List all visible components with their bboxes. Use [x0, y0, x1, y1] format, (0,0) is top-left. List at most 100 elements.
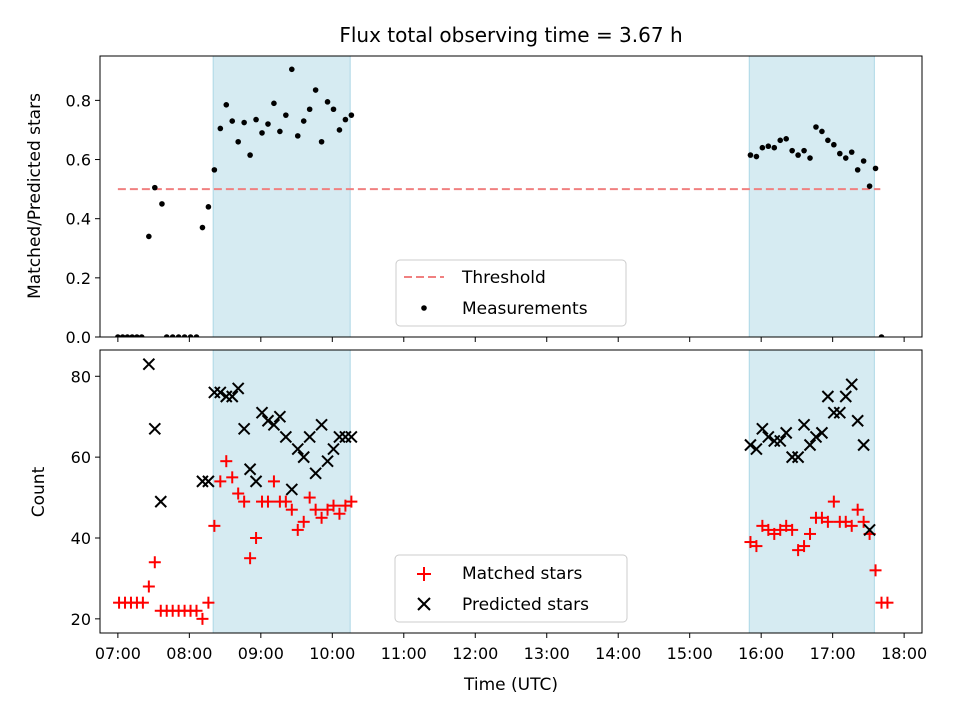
x-tick-label: 17:00: [810, 644, 856, 663]
measurement-point: [211, 167, 218, 173]
top-y-axis: 0.0 0.2 0.4 0.6 0.8: [66, 91, 100, 347]
top-highlight-span-1: [748, 56, 875, 337]
bottom-axes-frame: [99, 349, 923, 634]
measurement-point: [312, 87, 319, 93]
matched-star-point: [804, 527, 817, 540]
measurement-point: [348, 112, 355, 118]
matched-star-point: [857, 515, 870, 528]
x-axis-label: Time (UTC): [463, 675, 558, 695]
predicted-star-point: [774, 434, 787, 448]
matched-star-point: [208, 519, 221, 532]
measurement-point: [837, 150, 843, 157]
matched-star-point: [226, 471, 239, 484]
predicted-star-point: [857, 438, 870, 452]
measurement-point: [265, 121, 271, 127]
top-x-ticks: [117, 337, 905, 342]
measurement-point: [146, 233, 152, 240]
measurement-point: [854, 167, 861, 173]
x-tick-label: 11:00: [381, 644, 427, 663]
bottom-x-axis: 07:00 08:00 09:00 10:00 11:00 12:00 13:00 14:00…: [95, 633, 927, 663]
bottom-y-axis-label: Count: [29, 466, 49, 517]
matched-star-point: [214, 475, 227, 488]
predicted-star-point: [839, 390, 852, 403]
matched-star-point: [238, 495, 251, 508]
matched-star-point: [297, 515, 310, 528]
measurement-point: [765, 143, 772, 150]
predicted-star-point: [249, 475, 263, 488]
predicted-star-point: [750, 442, 763, 456]
measurement-point: [807, 155, 813, 161]
bottom-y-tick-label: 80: [71, 367, 91, 386]
predicted-star-point: [202, 475, 215, 488]
x-tick-label: 12:00: [452, 644, 498, 663]
x-tick-label: 16:00: [738, 644, 784, 663]
measurement-point: [336, 127, 343, 133]
measurement-point: [318, 138, 325, 145]
predicted-star-point: [226, 390, 239, 403]
legend-predicted-marker: [417, 597, 431, 611]
top-y-tick-label: 0.2: [66, 269, 91, 288]
top-highlight-span-0: [212, 56, 351, 337]
predicted-star-point: [815, 426, 829, 440]
predicted-star-point: [327, 442, 340, 456]
matched-star-point: [327, 499, 340, 512]
legend-threshold-label: Threshold: [461, 268, 546, 288]
top-y-tick-label: 0.6: [66, 151, 91, 170]
bottom-legend: Matched stars Predicted stars: [394, 554, 628, 623]
predicted-star-point: [243, 463, 257, 476]
x-tick-label: 14:00: [595, 644, 641, 663]
measurement-point: [813, 124, 819, 130]
predicted-star-point: [809, 430, 823, 444]
top-y-tick-label: 0.4: [66, 210, 91, 229]
measurement-point: [771, 144, 778, 151]
top-legend: Threshold Measurements: [395, 259, 627, 327]
x-tick-label: 09:00: [238, 644, 284, 663]
measurement-point: [825, 137, 831, 144]
matched-star-point: [881, 596, 894, 609]
matched-star-point: [786, 523, 799, 536]
matched-star-point: [190, 604, 203, 617]
matched-star-point: [869, 564, 882, 577]
measurement-point: [801, 147, 807, 154]
measurement-point: [134, 334, 140, 337]
top-axes-frame: [99, 55, 923, 338]
measurement-point: [777, 137, 784, 144]
predicted-star-point: [154, 495, 167, 508]
measurement-point: [152, 184, 158, 191]
predicted-star-point: [791, 450, 805, 464]
measurement-point: [866, 183, 873, 189]
predicted-star-point: [273, 410, 287, 423]
matched-star-point: [196, 612, 209, 625]
measurement-point: [330, 106, 337, 113]
matched-star-point: [309, 503, 322, 516]
measurement-point: [831, 141, 837, 148]
predicted-star-point: [291, 442, 304, 456]
measurement-point: [163, 334, 170, 337]
x-tick-label: 07:00: [95, 644, 141, 663]
measurement-point: [193, 334, 200, 337]
predicted-star-point: [285, 483, 299, 496]
measurement-point: [271, 100, 277, 107]
legend-measurements-label: Measurements: [462, 299, 588, 319]
predicted-star-point: [255, 406, 269, 419]
measurement-point: [872, 165, 879, 172]
matched-star-point: [244, 552, 257, 565]
measurement-point: [175, 334, 182, 337]
measurement-point: [294, 133, 301, 139]
matched-star-point: [250, 531, 263, 544]
measurement-point: [789, 147, 795, 154]
predicted-star-point: [142, 357, 156, 371]
matched-star-point: [285, 503, 298, 516]
measurement-point: [753, 153, 760, 160]
matched-star-point: [148, 556, 161, 569]
predicted-star-point: [845, 378, 858, 391]
measurement-point: [223, 102, 230, 108]
legend-predicted-label: Predicted stars: [462, 595, 589, 615]
matched-star-point: [267, 475, 280, 488]
predicted-star-point: [297, 450, 310, 464]
predicted-star-point: [148, 422, 162, 436]
legend-measurements-marker: [421, 305, 427, 311]
predicted-star-point: [803, 438, 817, 452]
measurement-point: [129, 334, 135, 337]
